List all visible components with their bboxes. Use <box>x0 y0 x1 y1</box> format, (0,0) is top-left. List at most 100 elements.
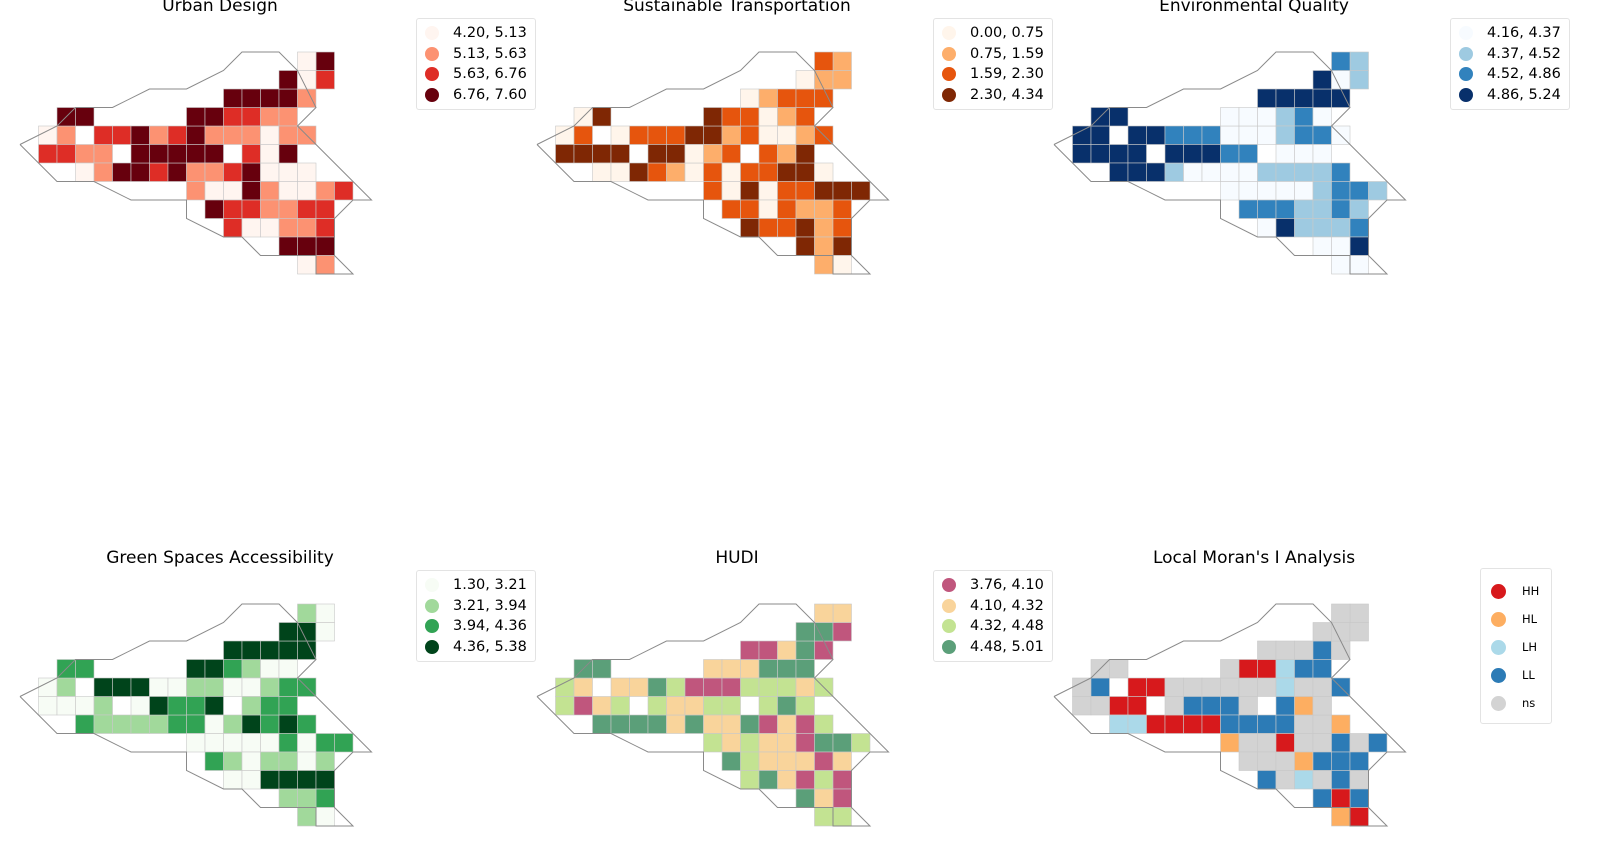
legend-item: HL <box>1491 605 1539 633</box>
map-cell <box>1294 751 1314 771</box>
legend-item: 3.94, 4.36 <box>425 616 527 637</box>
map-cell <box>75 659 95 679</box>
map-cell <box>795 144 815 164</box>
map-cell <box>278 659 298 679</box>
legend-label: 2.30, 4.34 <box>970 86 1044 103</box>
region-boundary <box>536 603 890 827</box>
map-cell <box>278 733 298 753</box>
map-cell <box>297 751 317 771</box>
map-cell <box>592 659 612 679</box>
map-cell <box>75 162 95 182</box>
map-cell <box>684 677 704 697</box>
map-cell <box>38 144 58 164</box>
map-cell <box>721 125 741 145</box>
map-cell <box>1349 199 1369 219</box>
map-cell <box>1220 107 1240 127</box>
legend-item: 5.13, 5.63 <box>425 44 527 65</box>
legend-label: HL <box>1522 612 1538 626</box>
map-cell <box>130 714 150 734</box>
map-cell <box>297 714 317 734</box>
legend-item: 0.00, 0.75 <box>942 23 1044 44</box>
map-cell <box>832 788 852 808</box>
legend-marker <box>1491 667 1506 683</box>
map-cell <box>260 107 280 127</box>
legend-label: 5.13, 5.63 <box>453 45 527 62</box>
map-cell <box>223 218 243 238</box>
map-cell <box>1257 640 1277 660</box>
map-cell <box>260 770 280 790</box>
map-cell <box>1090 677 1110 697</box>
map-cell <box>315 770 335 790</box>
map-cell <box>167 677 187 697</box>
legend-marker <box>425 67 439 82</box>
map-cell <box>1238 162 1258 182</box>
map-cell <box>629 125 649 145</box>
map-cell <box>758 677 778 697</box>
map-cell <box>38 125 58 145</box>
map-cell <box>241 751 261 771</box>
legend-item: HH <box>1491 577 1539 605</box>
map-cell <box>814 218 834 238</box>
map-cell <box>795 788 815 808</box>
map-cell <box>297 255 317 275</box>
map-cell <box>241 640 261 660</box>
map-cell <box>1331 603 1351 623</box>
map-cell <box>297 88 317 108</box>
map-cell <box>1294 659 1314 679</box>
legend-label: 4.37, 4.52 <box>1487 45 1561 62</box>
map-cell <box>278 218 298 238</box>
map-cell <box>278 181 298 201</box>
map-cell <box>1090 696 1110 716</box>
map-cell <box>1127 714 1147 734</box>
map-cell <box>1109 714 1129 734</box>
map-cell <box>1331 181 1351 201</box>
map-cell <box>1183 714 1203 734</box>
legend-item: LL <box>1491 661 1539 689</box>
map-cell <box>647 144 667 164</box>
map-cell <box>278 144 298 164</box>
map-cell <box>1312 181 1332 201</box>
legend-item: ns <box>1491 689 1539 717</box>
legend-label: 4.36, 5.38 <box>453 638 527 655</box>
choropleth-map <box>1053 603 1407 827</box>
map-cell <box>758 640 778 660</box>
panel-title: Sustainable Transportation <box>623 0 851 16</box>
map-cell <box>832 255 852 275</box>
map-cell <box>130 162 150 182</box>
map-cell <box>1164 714 1184 734</box>
map-cell <box>777 677 797 697</box>
map-cell <box>1257 677 1277 697</box>
map-cell <box>1312 751 1332 771</box>
legend-item: 5.63, 6.76 <box>425 64 527 85</box>
map-cell <box>703 162 723 182</box>
map-cell <box>777 199 797 219</box>
map-cell <box>647 125 667 145</box>
panel-title: HUDI <box>715 548 759 568</box>
map-cell <box>1331 788 1351 808</box>
map-cell <box>297 51 317 71</box>
legend-item: 3.21, 3.94 <box>425 596 527 617</box>
map-cell <box>1220 125 1240 145</box>
map-cell <box>278 125 298 145</box>
map-cell <box>1349 770 1369 790</box>
map-cell <box>814 714 834 734</box>
legend-label: 0.75, 1.59 <box>970 45 1044 62</box>
map-cell <box>1257 162 1277 182</box>
map-cell <box>1331 162 1351 182</box>
choropleth-map <box>536 603 890 827</box>
choropleth-map <box>19 603 373 827</box>
map-cell <box>297 70 317 90</box>
map-cell <box>1146 125 1166 145</box>
legend-item: 1.30, 3.21 <box>425 575 527 596</box>
map-cell <box>204 714 224 734</box>
map-cell <box>1275 751 1295 771</box>
map-cell <box>130 125 150 145</box>
map-cell <box>1349 255 1369 275</box>
map-cell <box>1294 88 1314 108</box>
map-cell <box>721 733 741 753</box>
map-cell <box>186 714 206 734</box>
map-cell <box>1349 51 1369 71</box>
map-cell <box>130 144 150 164</box>
map-cell <box>1238 181 1258 201</box>
map-cell <box>315 218 335 238</box>
